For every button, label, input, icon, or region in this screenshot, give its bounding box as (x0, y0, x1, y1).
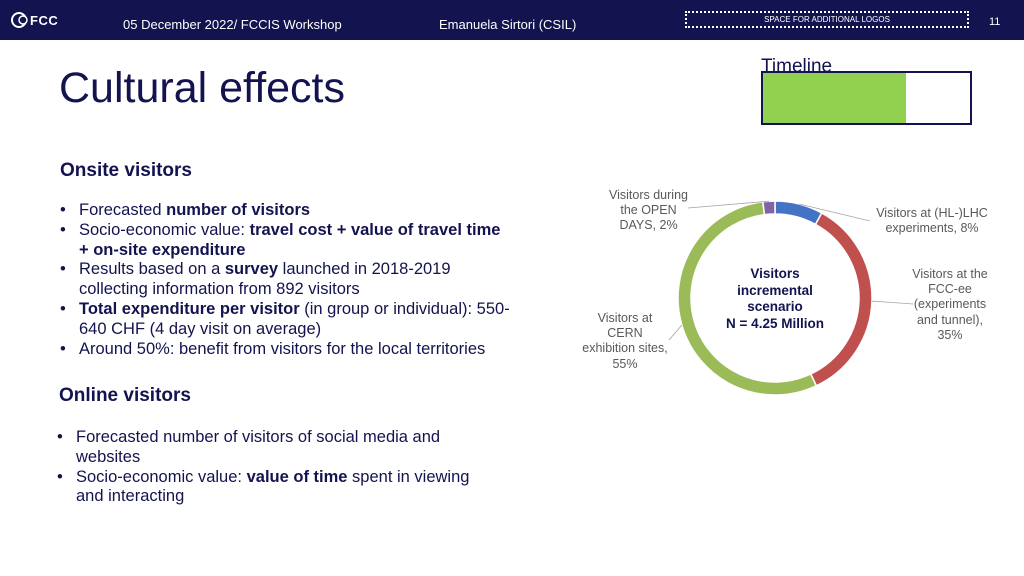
center-label-line: N = 4.25 Million (726, 315, 824, 331)
slice-data-label: Visitors during the OPEN DAYS, 2% (596, 188, 701, 234)
slice-data-label: Visitors at the FCC-ee (experiments and tun… (895, 267, 1005, 343)
emphasis-text: value of time (246, 467, 348, 486)
online-bullet-item: Forecasted number of visitors of social … (57, 428, 497, 468)
slice-label-line: Visitors during (609, 188, 688, 202)
emphasis-text: travel cost + value of travel time + on-… (79, 220, 501, 259)
label-leader-line (668, 324, 683, 341)
online-bullet-item: Socio-economic value: value of time spen… (57, 468, 497, 508)
logo-text: FCC (30, 12, 59, 28)
additional-logos-placeholder: SPACE FOR ADDITIONAL LOGOS (685, 11, 969, 28)
fcc-logo: FCC (10, 10, 58, 30)
bullet-text: spent in viewing and interacting (76, 467, 470, 506)
slice-label-line: Visitors at (597, 311, 653, 325)
donut-slice (762, 200, 776, 216)
emphasis-text: Total expenditure per visitor (79, 299, 300, 318)
slice-label-line: Visitors at the (912, 267, 988, 281)
slice-label-line: and tunnel), (916, 312, 984, 327)
bullet-text: (in group or individual): 550-640 CHF (4… (79, 299, 510, 338)
label-leader-line (871, 300, 914, 305)
slice-label-line: FCC-ee (928, 282, 972, 297)
online-heading: Online visitors (59, 385, 191, 406)
fcc-logo-icon (11, 12, 28, 28)
onsite-bullet-list: Forecasted number of visitorsSocio-econo… (60, 201, 510, 359)
slice-label-line: CERN (607, 326, 643, 341)
event-info: 05 December 2022/ FCCIS Workshop (123, 17, 342, 32)
slice-label-line: exhibition sites, (582, 341, 668, 356)
donut-chart-svg (668, 200, 914, 396)
center-label-line: incremental (737, 282, 813, 298)
bullet-text: Forecasted number of visitors of social … (76, 428, 441, 466)
slice-label-line: 55% (612, 356, 638, 371)
onsite-bullet-item: Forecasted number of visitors (60, 201, 510, 221)
timeline-progress-bar (761, 71, 972, 125)
slice-label-line: DAYS, 2% (619, 218, 678, 233)
donut-slice (774, 200, 823, 226)
bullet-text: Socio-economic value: (79, 220, 250, 239)
onsite-bullet-item: Around 50%: benefit from visitors for th… (60, 340, 510, 360)
slice-label-line: (experiments (913, 297, 987, 312)
slice-label-line: Visitors at (HL-)LHC (876, 206, 988, 220)
bullet-text: Forecasted (79, 201, 167, 219)
online-bullet-list: Forecasted number of visitors of social … (57, 428, 497, 507)
label-leader-line (687, 200, 769, 209)
header-bar: FCC 05 December 2022/ FCCIS Workshop Ema… (0, 0, 1024, 40)
onsite-bullet-item: Total expenditure per visitor (in group … (60, 300, 510, 340)
author-name: Emanuela Sirtori (CSIL) (439, 17, 577, 32)
slice-label-line: 35% (937, 327, 963, 342)
donut-center-label: Visitors incremental scenario N = 4.25 Mill… (710, 266, 840, 332)
timeline-progress-fill (763, 73, 906, 123)
slice-data-label: Visitors at (HL-)LHC experiments, 8% (867, 206, 997, 236)
bullet-text: Around 50%: benefit from visitors for th… (79, 339, 486, 358)
bullet-text: launched in 2018-2019 collecting informa… (79, 260, 451, 299)
visitors-donut-chart: Visitors incremental scenario N = 4.25 Mill… (570, 180, 1000, 410)
page-number: 11 (989, 16, 1001, 28)
emphasis-text: number of visitors (166, 201, 311, 219)
emphasis-text: survey (224, 260, 279, 279)
bullet-text: Results based on a (79, 260, 225, 279)
slice-label-line: the OPEN (620, 203, 677, 218)
slice-data-label: Visitors at CERN exhibition sites, 55% (575, 311, 675, 372)
onsite-heading: Onsite visitors (60, 160, 192, 181)
label-leader-line (799, 203, 871, 222)
page-title: Cultural effects (59, 64, 346, 112)
center-label-line: scenario (747, 299, 803, 314)
onsite-bullet-item: Socio-economic value: travel cost + valu… (60, 221, 510, 261)
center-label-line: Visitors (750, 266, 800, 281)
bullet-text: Socio-economic value: (76, 467, 247, 486)
slice-label-line: experiments, 8% (885, 221, 979, 236)
onsite-bullet-item: Results based on a survey launched in 20… (60, 260, 510, 300)
